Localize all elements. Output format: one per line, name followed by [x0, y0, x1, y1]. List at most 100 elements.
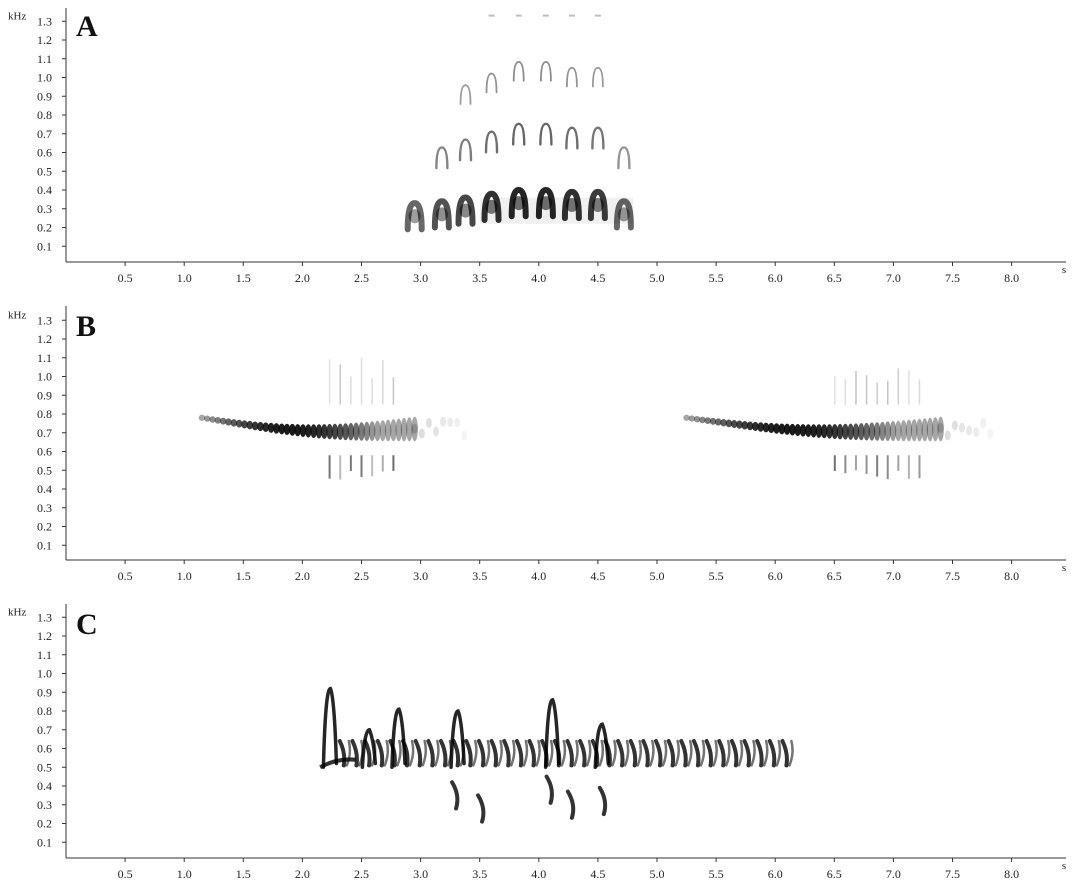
y-tick-label: 0.4 [37, 183, 52, 197]
call-pulse [905, 419, 913, 442]
call-element [636, 739, 643, 767]
call-element [616, 739, 625, 768]
x-tick-label: 5.5 [709, 271, 724, 285]
call-pulse [400, 417, 408, 442]
x-tick-label: 8.0 [1004, 867, 1019, 881]
call-pulse [699, 416, 706, 424]
call-pulse [789, 423, 796, 436]
call-pulse [821, 424, 828, 439]
call-pulse [757, 422, 764, 432]
call-tail [944, 430, 951, 441]
x-tick-label: 4.0 [531, 569, 546, 583]
x-tick-label: 7.5 [945, 569, 960, 583]
x-tick-label: 6.0 [768, 569, 783, 583]
note-core [565, 198, 578, 212]
spectrogram-b: 0.5 1.0 1.5 2.0 2.5 3.0 3.5 4.0 4.5 5.0 5.5 6.0 6.5 7… [8, 306, 1066, 583]
note-fundamental [404, 200, 425, 233]
x-tick-label: 5.0 [650, 271, 665, 285]
call-pulse [379, 420, 386, 442]
x-tick-label: 5.5 [709, 867, 724, 881]
x-tick-label: 2.0 [295, 569, 310, 583]
call-tail [461, 430, 468, 441]
call-pulse [251, 421, 259, 431]
call-element [704, 739, 714, 768]
call-element [396, 739, 402, 767]
note-fundamental [587, 188, 608, 222]
y-tick-label: 0.8 [37, 704, 52, 718]
x-tick-label: 3.0 [413, 569, 428, 583]
call-element [788, 739, 794, 767]
x-tick-label: 6.5 [827, 271, 842, 285]
call-element [598, 739, 605, 767]
call-element [729, 739, 739, 768]
call-pulse [368, 421, 376, 442]
call-pulse [725, 419, 733, 428]
call-element [413, 739, 423, 768]
call-pulse [384, 419, 392, 442]
y-tick-label: 1.1 [37, 351, 52, 365]
y-unit-label: kHz [8, 606, 26, 618]
call-pulse [294, 424, 301, 437]
call-pulse [879, 421, 886, 441]
call-element [527, 739, 536, 768]
call-element [775, 739, 782, 767]
x-tick-label: 3.5 [472, 569, 487, 583]
x-unit-label: s [1062, 562, 1066, 574]
call-pulse [704, 417, 711, 425]
call-pulse [889, 421, 897, 442]
x-tick-label: 1.5 [236, 867, 251, 881]
y-tick-label: 0.6 [37, 742, 52, 756]
call-pulse [283, 423, 291, 436]
call-pulse [262, 422, 269, 433]
note-harmonic-2 [617, 146, 631, 170]
note-core [485, 199, 498, 214]
spectrogram-c: 0.5 1.0 1.5 2.0 2.5 3.0 3.5 4.0 4.5 5.0 5.5 6.0 6.5 7… [8, 604, 1066, 881]
call-element [712, 739, 718, 767]
note-harmonic-3 [539, 61, 552, 82]
call-element [573, 739, 579, 767]
note-core [539, 196, 552, 211]
call-pulse [374, 420, 381, 442]
call-pulse [937, 416, 944, 442]
call-low-element [476, 793, 486, 824]
call-pulse [783, 423, 791, 435]
x-tick-label: 2.5 [354, 271, 369, 285]
call-pulse [826, 424, 833, 439]
note-fundamental [481, 190, 502, 223]
note-harmonic-2 [512, 122, 526, 146]
x-tick-label: 7.0 [886, 867, 901, 881]
x-tick-label: 6.5 [827, 867, 842, 881]
call-peak [321, 686, 339, 769]
call-pulse [209, 416, 216, 423]
call-pulse [900, 420, 907, 442]
x-unit-label: s [1062, 860, 1066, 872]
call-element [535, 739, 541, 767]
call-low-element [565, 789, 576, 820]
x-tick-label: 5.5 [709, 569, 724, 583]
x-tick-label: 7.0 [886, 271, 901, 285]
y-tick-label: 0.6 [37, 146, 52, 160]
call-pulse [305, 424, 312, 438]
call-pulse [326, 423, 333, 440]
call-pulse [688, 415, 696, 422]
call-low-element [544, 774, 554, 805]
call-element [666, 739, 676, 768]
note-harmonic-2 [458, 138, 473, 162]
y-tick-label: 0.2 [37, 520, 52, 534]
y-tick-label: 0.3 [37, 798, 52, 812]
call-tail [440, 416, 447, 427]
call-tail [951, 420, 958, 431]
y-tick-label: 0.4 [37, 779, 52, 793]
call-pulse [810, 424, 817, 438]
call-tail [454, 417, 461, 428]
x-tick-label: 1.0 [177, 271, 192, 285]
call-element [489, 739, 499, 768]
call-element [464, 739, 473, 768]
call-element [337, 739, 347, 768]
call-tail [987, 428, 994, 439]
call-element [674, 739, 680, 767]
call-pulse [278, 423, 285, 435]
call-pulse [321, 424, 328, 439]
call-tail [966, 425, 973, 436]
call-element [699, 739, 706, 767]
